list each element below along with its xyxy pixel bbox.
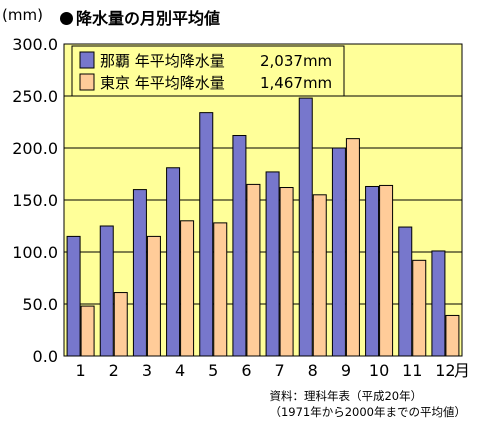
bar-naha xyxy=(132,189,147,357)
bar-naha xyxy=(66,235,81,357)
bar-naha xyxy=(398,226,413,357)
bar-tokyo xyxy=(146,235,161,357)
bar-naha xyxy=(199,112,214,357)
x-tick-label: 9 xyxy=(341,361,351,380)
legend-swatch xyxy=(79,51,95,69)
x-tick-label: 8 xyxy=(308,361,318,380)
bar-tokyo xyxy=(345,138,360,357)
bullet-icon xyxy=(60,12,73,25)
bar-naha xyxy=(265,171,280,357)
y-tick-label: 200.0 xyxy=(12,139,58,158)
bar-tokyo xyxy=(279,187,294,357)
bar-naha xyxy=(298,97,313,357)
legend-label: 那覇 年平均降水量 xyxy=(100,52,225,70)
x-tick-label: 3 xyxy=(142,361,152,380)
y-tick-label: 300.0 xyxy=(12,35,58,54)
x-tick-label: 2 xyxy=(109,361,119,380)
bar-tokyo xyxy=(312,194,327,357)
chart-title: 降水量の月別平均値 xyxy=(60,5,220,29)
y-tick-label: 100.0 xyxy=(12,243,58,262)
x-tick-label: 12 xyxy=(435,361,455,380)
bar-tokyo xyxy=(445,314,460,357)
x-tick-label: 1 xyxy=(75,361,85,380)
bar-tokyo xyxy=(412,259,427,357)
chart-title-text: 降水量の月別平均値 xyxy=(76,9,221,28)
bar-naha xyxy=(232,135,247,357)
x-tick-label: 4 xyxy=(175,361,185,380)
x-tick-label: 5 xyxy=(208,361,218,380)
x-tick-label: 10 xyxy=(369,361,389,380)
y-unit-label: (mm) xyxy=(2,6,43,24)
bar-tokyo xyxy=(379,184,394,357)
bar-naha xyxy=(166,167,181,357)
source-line-1: 資料：理科年表（平成20年） xyxy=(269,389,423,403)
y-tick-label: 250.0 xyxy=(12,87,58,106)
bar-tokyo xyxy=(113,292,128,357)
bar-tokyo xyxy=(246,183,261,357)
legend-total: 2,037mm xyxy=(260,52,332,70)
source-line-2: （1971年から2000年までの平均値） xyxy=(269,405,466,419)
bar-naha xyxy=(365,185,380,357)
bar-tokyo xyxy=(180,220,195,357)
x-unit-label: 月 xyxy=(454,361,470,380)
legend-total: 1,467mm xyxy=(260,74,332,92)
y-tick-label: 50.0 xyxy=(22,295,58,314)
source-note: 資料：理科年表（平成20年） （1971年から2000年までの平均値） xyxy=(269,388,466,420)
bar-naha xyxy=(431,250,446,357)
bar-naha xyxy=(331,147,346,357)
legend-label: 東京 年平均降水量 xyxy=(100,74,225,92)
bar-tokyo xyxy=(80,305,95,357)
bar-tokyo xyxy=(213,222,228,357)
y-tick-label: 0.0 xyxy=(33,347,58,366)
bar-naha xyxy=(99,225,114,357)
y-tick-label: 150.0 xyxy=(12,191,58,210)
x-tick-label: 11 xyxy=(402,361,422,380)
x-tick-label: 7 xyxy=(274,361,284,380)
legend-swatch xyxy=(79,73,95,91)
legend-box xyxy=(71,45,345,97)
x-tick-label: 6 xyxy=(241,361,251,380)
plot-frame xyxy=(63,43,463,357)
